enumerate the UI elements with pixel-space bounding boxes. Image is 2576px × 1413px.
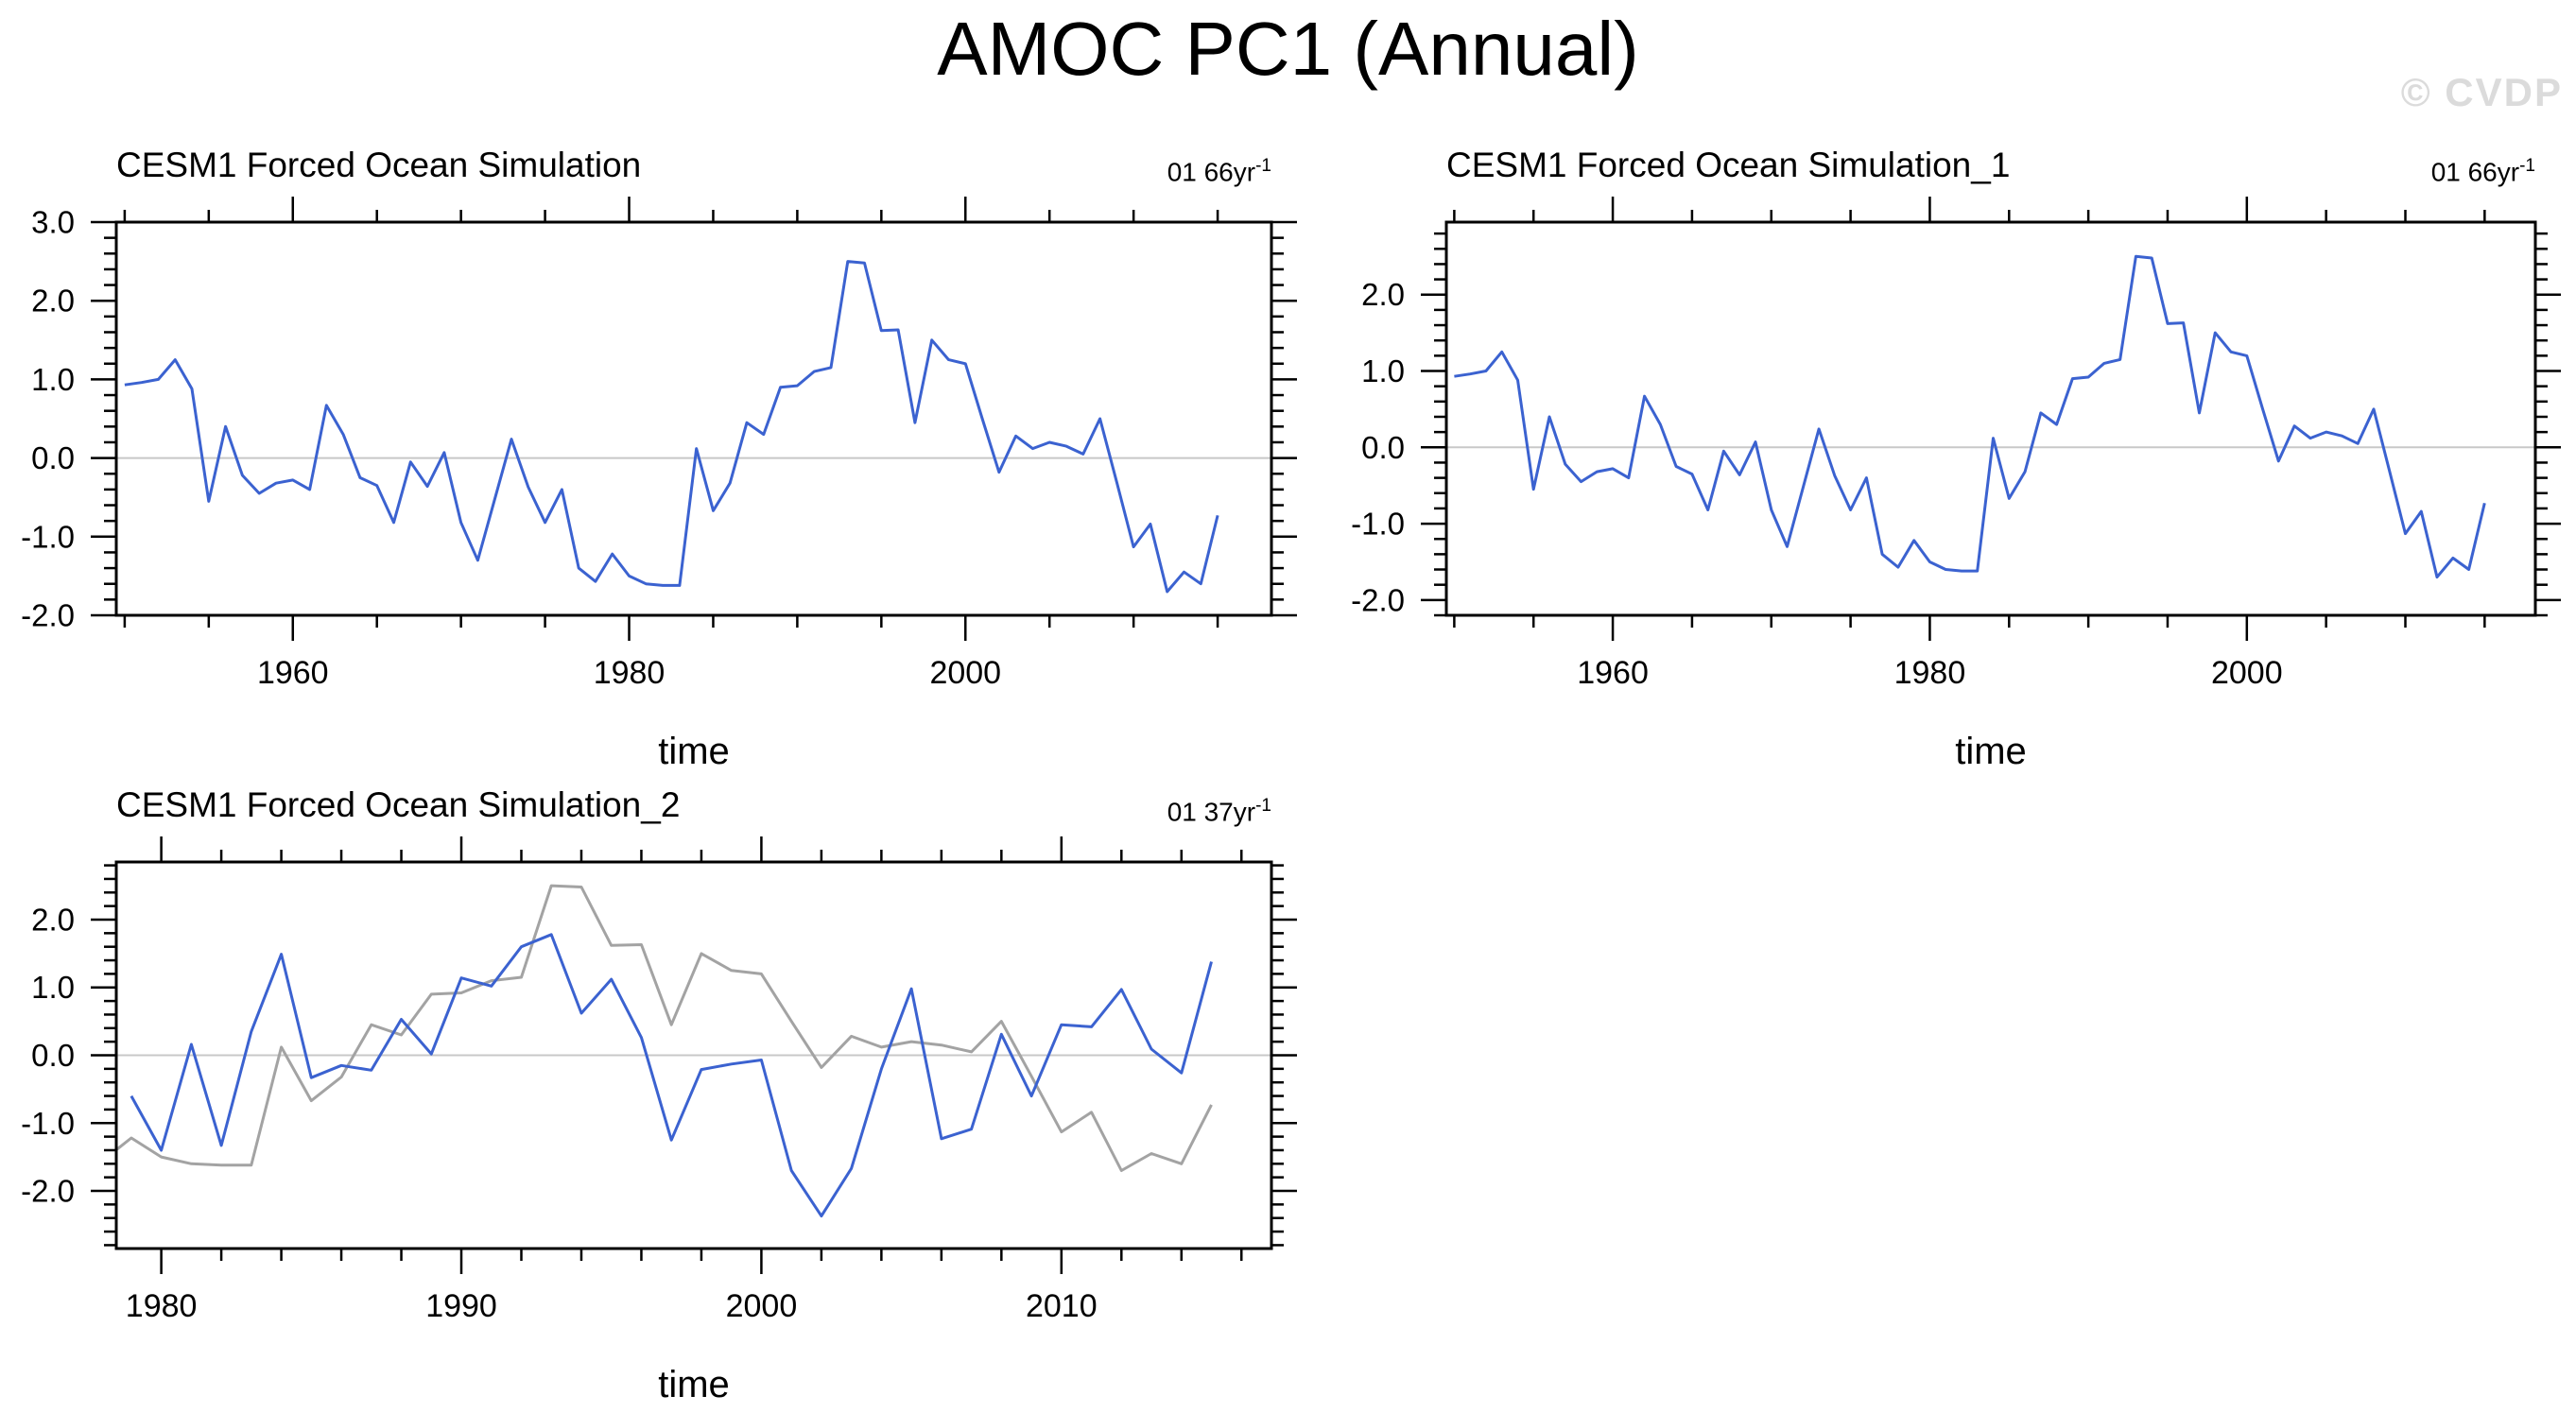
x-tick-label: 2000 xyxy=(929,655,1001,691)
panel-header-text: 01 66yr xyxy=(2430,157,2520,187)
x-tick-label: 1990 xyxy=(425,1288,497,1324)
y-tick-label: 2.0 xyxy=(1361,277,1405,312)
y-tick-label: -1.0 xyxy=(1351,507,1405,542)
plot-border xyxy=(114,220,1273,617)
x-tick-label: 2000 xyxy=(2211,655,2283,691)
panel-header-sim1: 01 66yr-1 xyxy=(2431,156,2535,187)
page-title: AMOC PC1 (Annual) xyxy=(937,7,1639,91)
y-tick-label: -1.0 xyxy=(21,519,75,554)
x-tick-label: 2000 xyxy=(726,1288,798,1324)
panel-header-sim0: 01 66yr-1 xyxy=(1167,156,1271,187)
series-line xyxy=(130,933,1213,1218)
panel-header-sim2: 01 37yr-1 xyxy=(1167,796,1271,827)
x-axis-label-sim1: time xyxy=(1955,731,2027,772)
y-tick-label: 2.0 xyxy=(31,902,75,937)
panel-plot-1: -2.0 -1.0 0.0 1.0 2.0 1960 1980 2000 xyxy=(1351,197,2561,691)
x-tick-label: 1960 xyxy=(257,655,329,691)
panel-plot-0: -2.0 -1.0 0.0 1.0 2.0 3.0 1960 1980 2000 xyxy=(21,197,1297,691)
y-tick-label: 0.0 xyxy=(1361,430,1405,465)
y-tick-label: -1.0 xyxy=(21,1106,75,1141)
y-tick-label: -2.0 xyxy=(21,598,75,633)
x-tick-label: 2010 xyxy=(1026,1288,1098,1324)
panel-header-sup: -1 xyxy=(2519,156,2535,176)
plot-border xyxy=(1444,220,2537,617)
y-tick-label: 1.0 xyxy=(31,970,75,1005)
y-tick-label: 1.0 xyxy=(1361,353,1405,388)
series-line xyxy=(116,884,1213,1172)
y-tick-label: 1.0 xyxy=(31,362,75,397)
series-line xyxy=(1454,254,2486,579)
panel-header-text: 01 37yr xyxy=(1167,797,1256,827)
panel-title-sim1: CESM1 Forced Ocean Simulation_1 xyxy=(1446,146,2011,184)
panel-header-sup: -1 xyxy=(1255,156,1271,176)
x-tick-label: 1960 xyxy=(1577,655,1649,691)
x-tick-label: 1980 xyxy=(126,1288,198,1324)
panel-plot-2: -2.0 -1.0 0.0 1.0 2.0 1980 1990 2000 2010 xyxy=(21,836,1297,1324)
y-tick-label: -2.0 xyxy=(1351,582,1405,617)
y-tick-label: -2.0 xyxy=(21,1174,75,1209)
y-tick-label: 0.0 xyxy=(31,440,75,475)
cvdp-watermark: © CVDP xyxy=(2400,70,2563,114)
panel-header-text: 01 66yr xyxy=(1167,157,1256,187)
y-tick-label: 2.0 xyxy=(31,284,75,319)
y-tick-label: 0.0 xyxy=(31,1038,75,1073)
y-tick-label: 3.0 xyxy=(31,205,75,240)
x-tick-label: 1980 xyxy=(1894,655,1966,691)
series-line xyxy=(124,260,1219,594)
panel-title-sim2: CESM1 Forced Ocean Simulation_2 xyxy=(116,785,681,824)
x-axis-label-sim0: time xyxy=(658,731,730,772)
panel-header-sup: -1 xyxy=(1255,796,1271,816)
plot-border xyxy=(114,860,1273,1250)
x-tick-label: 1980 xyxy=(594,655,666,691)
panel-title-sim0: CESM1 Forced Ocean Simulation xyxy=(116,146,642,184)
x-axis-label-sim2: time xyxy=(658,1364,730,1405)
